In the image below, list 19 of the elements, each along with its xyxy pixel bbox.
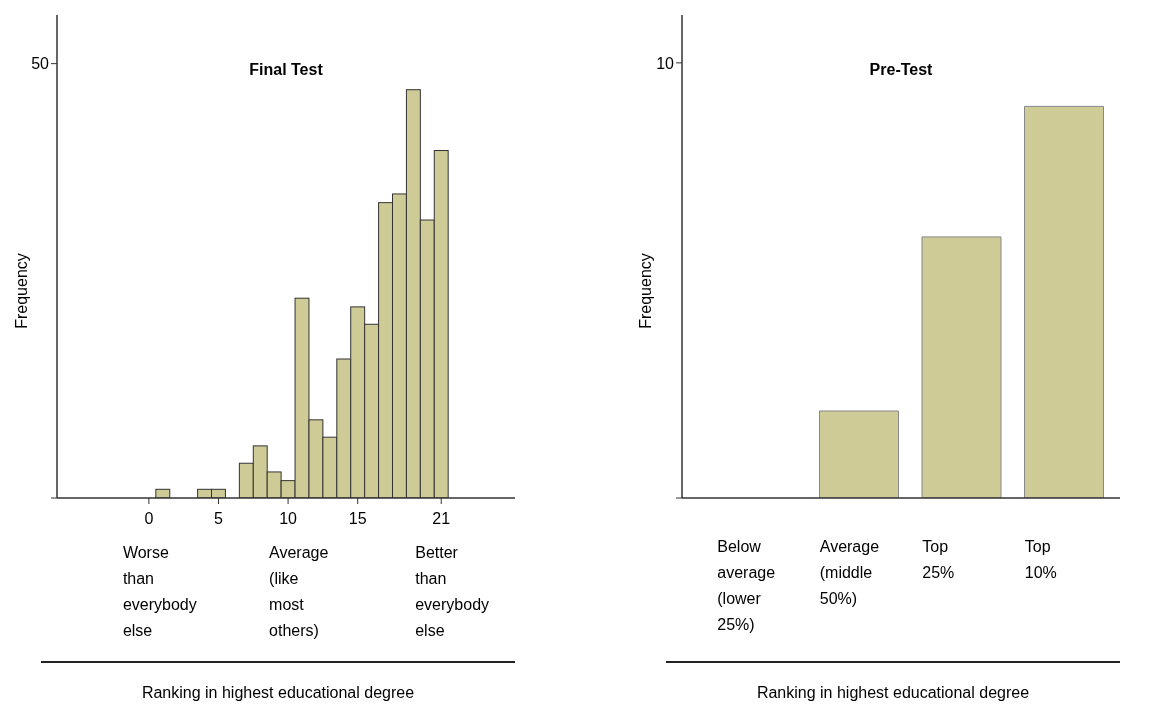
x-tick-label: Below average (lower 25%) [717,538,776,633]
x-axis-title: Ranking in highest educational degree [755,684,1031,702]
text: Average (like most others) [269,543,329,641]
x-tick-label: Average (middle 50%) [819,538,880,607]
x-axis-title: Ranking in highest educational degree [140,684,416,702]
text: Pre-Test [868,61,934,79]
x-tick-label: Top 25% [922,538,955,581]
x-tick-label: Top 10% [1024,538,1057,581]
x-tick-label: 0 [144,510,154,527]
x-tick-label: 21 [432,510,451,527]
x-tick-label: 15 [348,510,367,527]
y-axis-title: Frequency [13,252,31,331]
text: Worse than everybody else [122,543,197,641]
y-tick-label: 50 [31,55,50,73]
text: Final Test [248,61,324,79]
x-tick-label: 10 [279,510,298,527]
text: Better than everybody else [415,543,490,641]
x-tick-label: 5 [214,510,224,527]
y-axis-title: Frequency [636,252,655,331]
